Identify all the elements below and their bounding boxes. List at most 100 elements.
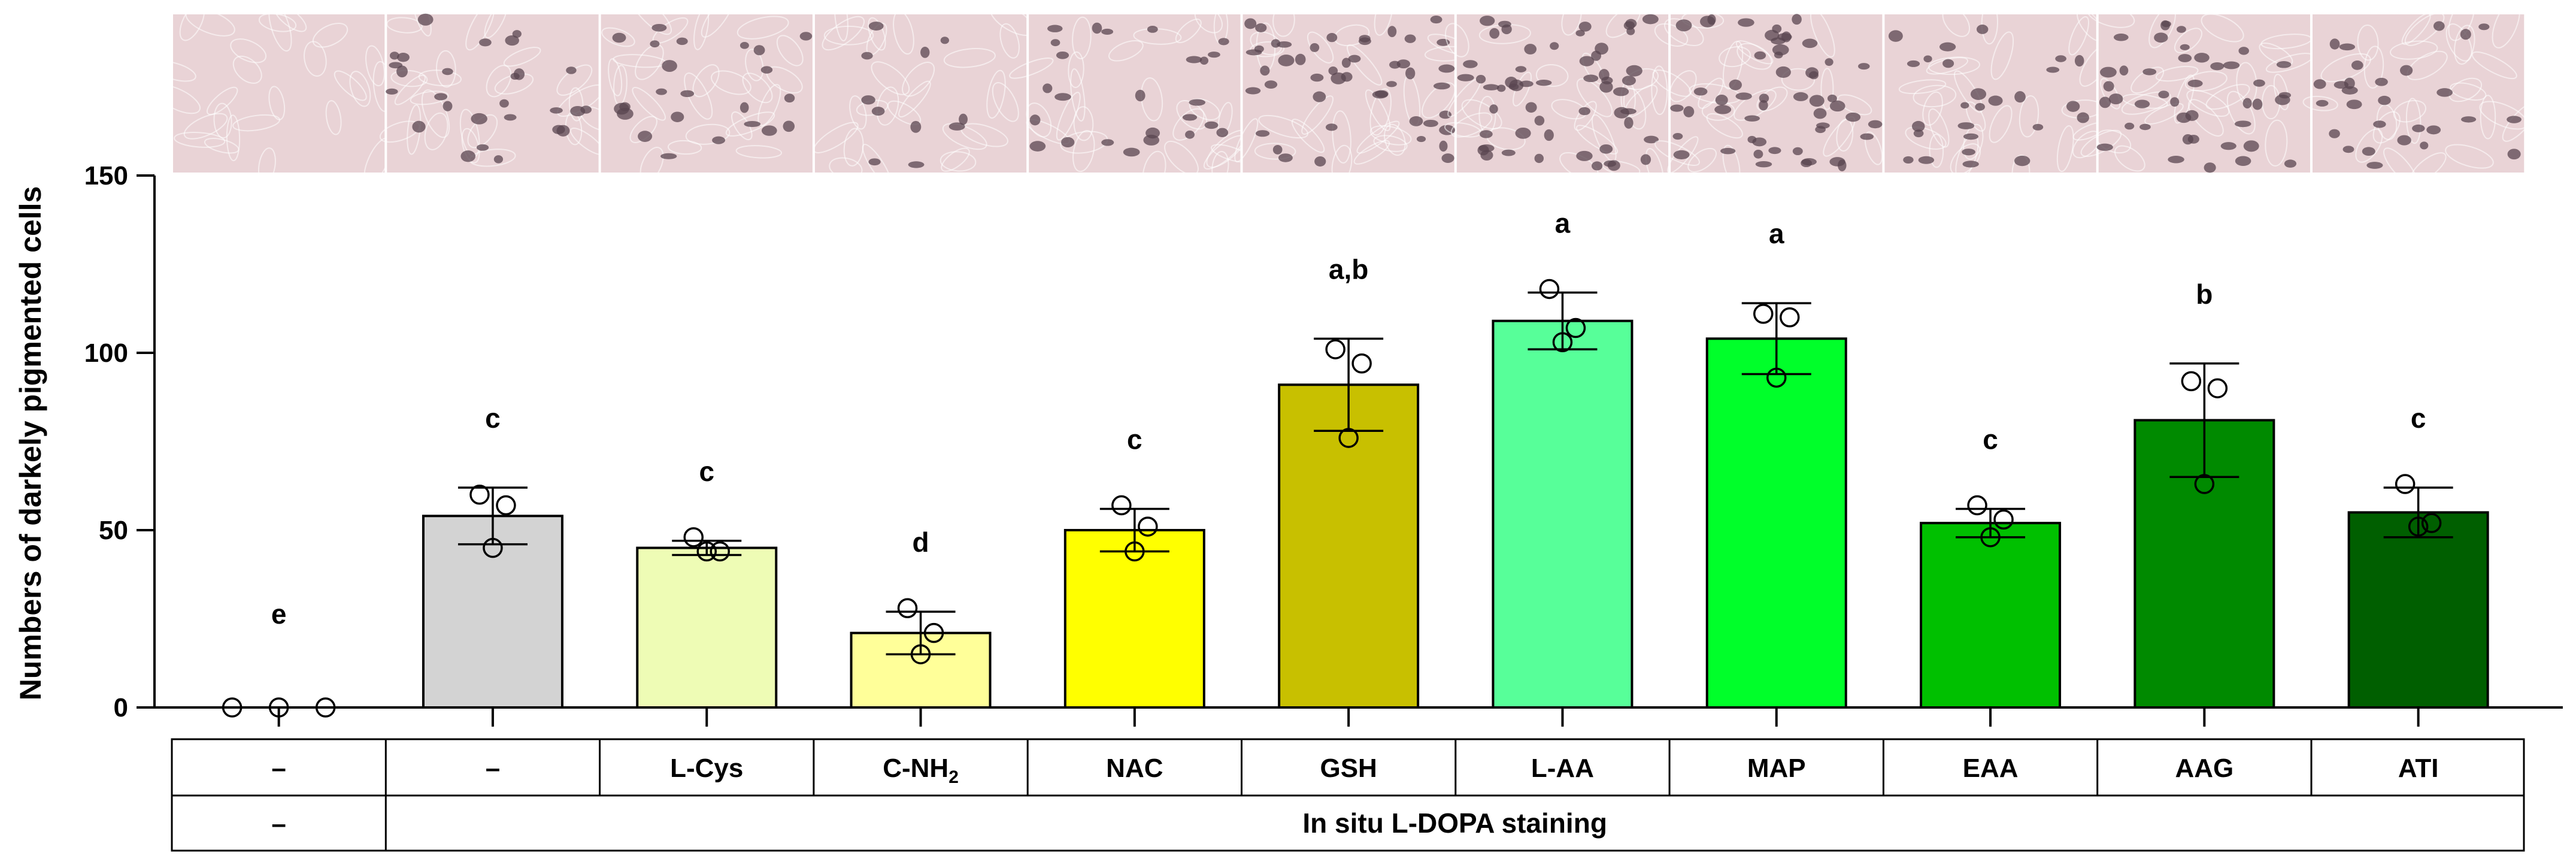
cell-outline: [1026, 102, 1052, 138]
pigmented-cell: [2160, 20, 2170, 31]
pigmented-cell: [1310, 43, 1320, 52]
pigmented-cell: [1189, 99, 1206, 106]
pigmented-cell: [1101, 139, 1114, 146]
pigmented-cell: [1583, 74, 1599, 83]
pigmented-cell: [1765, 29, 1780, 41]
bar-group-3: c: [636, 456, 778, 709]
data-point: [315, 697, 336, 718]
pigmented-cell: [2276, 61, 2292, 68]
pigmented-cell: [1147, 26, 1158, 33]
cell-outline: [1072, 130, 1095, 173]
cell-outline: [2188, 99, 2224, 137]
pigmented-cell: [1405, 67, 1416, 80]
pigmented-cell: [680, 90, 695, 98]
data-point: [1552, 332, 1573, 352]
data-point: [1993, 509, 2014, 530]
cell-outline: [1450, 112, 1493, 138]
bar: [1492, 319, 1634, 709]
cell-outline: [2265, 119, 2288, 167]
cell-outline: [465, 2, 495, 51]
cell-outline: [1652, 69, 1692, 97]
data-point: [1539, 279, 1560, 300]
pigmented-cell: [1092, 22, 1102, 34]
pigmented-cell: [566, 66, 577, 74]
y-tick-label: 50: [99, 516, 128, 545]
cell-outline: [1356, 120, 1400, 154]
treatment-label: –: [486, 754, 500, 783]
cell-outline: [1905, 126, 1947, 150]
data-point: [2207, 378, 2228, 398]
pigmented-cell: [1957, 122, 1975, 129]
pigmented-cell: [1524, 44, 1537, 55]
cell-outline: [1422, 82, 1456, 119]
pigmented-cell: [1693, 87, 1708, 96]
cell-outline: [2184, 71, 2228, 92]
micrograph-2: [379, 0, 613, 173]
cell-outline: [1445, 23, 1469, 58]
treatment-label: ATI: [2398, 754, 2439, 783]
cell-outline: [2019, 95, 2039, 138]
pigmented-cell: [1825, 58, 1833, 66]
pigmented-cell: [1135, 89, 1145, 102]
pigmented-cell: [1754, 51, 1766, 60]
pigmented-cell: [908, 161, 925, 168]
cell-outline: [2445, 144, 2494, 169]
pigmented-cell: [412, 120, 426, 133]
cell-outline: [1254, 143, 1296, 160]
data-point: [2395, 474, 2416, 494]
cell-outline: [742, 72, 773, 104]
pigmented-cell: [1578, 22, 1592, 32]
cell-outline: [232, 114, 280, 132]
cell-outline: [1176, 100, 1208, 130]
pigmented-cell: [2103, 81, 2114, 92]
cell-outline: [206, 86, 238, 116]
data-point: [710, 541, 730, 562]
cell-outline: [1719, 46, 1751, 68]
pigmented-cell: [799, 32, 813, 41]
pigmented-cell: [2243, 140, 2259, 152]
pigmented-cell: [2180, 44, 2190, 50]
data-point: [1766, 367, 1787, 388]
cell-outline: [1942, 6, 1971, 37]
pigmented-cell: [940, 37, 950, 44]
pigmented-cell: [2055, 55, 2066, 62]
cell-outline: [2355, 128, 2383, 163]
pigmented-cell: [2187, 79, 2203, 87]
pigmented-cell: [1599, 144, 1613, 154]
bar: [1278, 383, 1420, 709]
pigmented-cell: [1623, 21, 1635, 30]
cell-outline: [568, 87, 584, 122]
pigmented-cell: [1809, 71, 1819, 80]
pigmented-cell: [389, 62, 403, 69]
significance-letter: c: [1983, 424, 1998, 455]
significance-letter: c: [1127, 424, 1142, 455]
pigmented-cell: [1255, 23, 1267, 32]
cell-outline: [1561, 1, 1582, 36]
pigmented-cell: [1816, 122, 1830, 129]
cell-outline: [2363, 46, 2384, 89]
pigmented-cell: [2119, 65, 2129, 76]
cell-outline: [2174, 74, 2195, 124]
cell-outline: [667, 140, 702, 155]
cell-outline: [1234, 118, 1259, 162]
pigmented-cell: [2412, 124, 2425, 132]
data-point: [2194, 474, 2215, 494]
pigmented-cell: [1145, 127, 1160, 139]
cell-outline: [183, 113, 228, 140]
pigmented-cell: [1792, 147, 1803, 156]
pigmented-cell: [2046, 66, 2060, 73]
pigmented-cell: [2351, 61, 2363, 70]
cell-outline: [435, 50, 456, 88]
cell-outline: [1301, 95, 1334, 135]
cell-outline: [2479, 101, 2528, 130]
pigmented-cell: [396, 53, 410, 62]
cell-outline: [823, 25, 874, 46]
pigmented-cell: [1918, 156, 1935, 164]
y-axis-label: Numbers of darkely pigmented cells: [14, 186, 47, 701]
cell-outline: [1374, 0, 1393, 36]
pigmented-cell: [1729, 79, 1742, 90]
pigmented-cell: [471, 113, 487, 125]
micrograph-5: [1009, 5, 1251, 192]
pigmented-cell: [1962, 161, 1979, 168]
pigmented-cell: [1683, 106, 1695, 117]
